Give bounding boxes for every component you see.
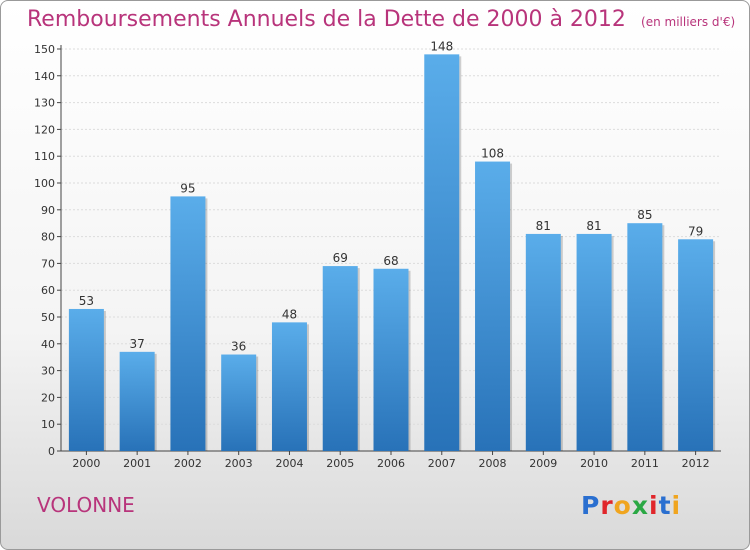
bar: [221, 354, 257, 451]
y-tick-label: 150: [34, 43, 55, 56]
bar: [373, 268, 409, 451]
bar: [424, 54, 460, 452]
bar: [627, 223, 663, 451]
data-label: 53: [79, 294, 94, 308]
x-tick-label: 2004: [275, 457, 303, 470]
x-tick-label: 2007: [428, 457, 456, 470]
logo-letter: t: [658, 491, 672, 520]
commune-name: VOLONNE: [37, 493, 135, 517]
y-tick-label: 70: [41, 257, 55, 270]
bars: [68, 54, 716, 452]
bar: [525, 233, 561, 451]
x-tick-label: 2001: [123, 457, 151, 470]
x-tick-label: 2003: [225, 457, 253, 470]
data-label: 108: [481, 147, 504, 161]
y-tick-label: 30: [41, 365, 55, 378]
bar: [576, 233, 612, 451]
logo-letter: P: [581, 491, 601, 520]
y-tick-label: 50: [41, 311, 55, 324]
x-tick-label: 2008: [479, 457, 507, 470]
data-label: 81: [536, 219, 551, 233]
data-label: 48: [282, 307, 297, 321]
bar: [322, 266, 358, 451]
labels: 0 10 20 30 40 50 60 70 80 90 100 110 120 130 140 150 53 2…: [34, 39, 710, 470]
bar: [271, 322, 307, 451]
data-label: 69: [333, 251, 348, 265]
data-label: 37: [130, 337, 145, 351]
x-tick-label: 2000: [72, 457, 100, 470]
y-tick-label: 10: [41, 418, 55, 431]
y-tick-label: 120: [34, 123, 55, 136]
x-tick-label: 2010: [580, 457, 608, 470]
proxiti-logo[interactable]: Proxiti: [581, 491, 681, 520]
data-label: 95: [180, 181, 195, 195]
x-tick-label: 2009: [529, 457, 557, 470]
data-label: 36: [231, 340, 246, 354]
logo-letter: o: [613, 491, 632, 520]
x-tick-label: 2005: [326, 457, 354, 470]
bar: [170, 196, 206, 451]
y-tick-label: 140: [34, 70, 55, 83]
data-label: 81: [586, 219, 601, 233]
bar: [678, 239, 714, 451]
y-tick-label: 110: [34, 150, 55, 163]
y-tick-label: 0: [48, 445, 55, 458]
chart-unit-note: (en milliers d'€): [641, 15, 736, 29]
x-tick-label: 2012: [682, 457, 710, 470]
x-tick-label: 2002: [174, 457, 202, 470]
x-tick-label: 2011: [631, 457, 659, 470]
y-tick-label: 90: [41, 204, 55, 217]
y-tick-label: 60: [41, 284, 55, 297]
logo-letter: r: [600, 491, 614, 520]
logo-letter: i: [671, 491, 682, 520]
x-tick-label: 2006: [377, 457, 405, 470]
y-tick-label: 20: [41, 391, 55, 404]
data-label: 68: [383, 254, 398, 268]
chart-title-main: Remboursements Annuels de la Dette de 20…: [27, 7, 626, 32]
y-tick-label: 130: [34, 97, 55, 110]
y-tick-label: 80: [41, 231, 55, 244]
data-label: 79: [688, 224, 703, 238]
logo-letter: i: [649, 491, 659, 520]
chart-title: Remboursements Annuels de la Dette de 20…: [27, 7, 735, 32]
bar: [68, 308, 104, 451]
bar: [475, 161, 511, 451]
data-label: 85: [637, 208, 652, 222]
data-label: 148: [430, 39, 453, 53]
logo-letter: x: [631, 491, 649, 520]
bar: [119, 351, 155, 451]
y-tick-label: 100: [34, 177, 55, 190]
y-tick-label: 40: [41, 338, 55, 351]
